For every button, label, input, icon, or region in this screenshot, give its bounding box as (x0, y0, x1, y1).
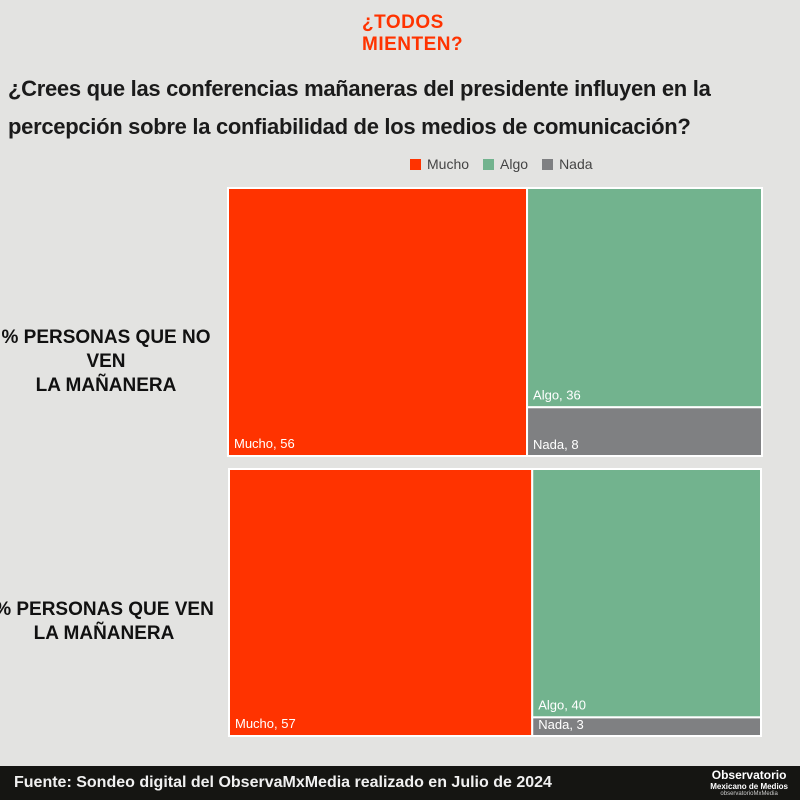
legend-swatch-mucho (410, 158, 421, 170)
row-label-no-ven-line-2: LA MAÑANERA (35, 375, 177, 396)
legend-label-nada: Nada (559, 156, 593, 172)
legend-item-nada[interactable]: Nada (542, 156, 593, 172)
footer-bar: Fuente: Sondeo digital del ObservaMxMedi… (0, 766, 800, 800)
row-label-no-ven-line-1: % PERSONAS QUE NO VEN (1, 327, 211, 372)
row-label-no-ven: % PERSONAS QUE NO VEN LA MAÑANERA (0, 326, 216, 398)
chart-question: ¿Crees que las conferencias mañaneras de… (8, 76, 711, 139)
legend-swatch-algo (483, 158, 495, 170)
row-label-ven-line-2: LA MAÑANERA (33, 623, 175, 644)
logo-sub: Mexicano de Medios (710, 782, 788, 791)
row-label-ven-line-1: % PERSONAS QUE VEN (0, 599, 214, 620)
legend-swatch-nada (542, 158, 554, 170)
group-1-nada-label: Nada, 8 (533, 437, 579, 452)
group-2-algo-label: Algo, 40 (538, 697, 586, 712)
group-1-algo-cell[interactable] (526, 187, 763, 409)
group-1-mucho-label: Mucho, 56 (234, 436, 295, 451)
logo-url: observatorioMxMedia (720, 791, 778, 797)
observatorio-logo: Observatorio Mexicano de Medios observat… (710, 769, 788, 798)
legend-item-mucho[interactable]: Mucho (410, 156, 469, 172)
group-2-algo-cell[interactable] (531, 468, 762, 719)
legend-item-algo[interactable]: Algo (483, 156, 528, 172)
row-label-ven: % PERSONAS QUE VEN LA MAÑANERA (0, 598, 214, 646)
brand-line-2: MIENTEN? (362, 34, 464, 55)
group-1-nada-cell[interactable] (526, 406, 763, 458)
brand-line-1: ¿TODOS (362, 12, 444, 33)
group-2-mucho-label: Mucho, 57 (235, 716, 296, 731)
logo-main: Observatorio (711, 768, 787, 782)
brand-title: ¿TODOS MIENTEN? (362, 12, 463, 56)
group-1-algo-label: Algo, 36 (533, 387, 581, 402)
footer-source: Fuente: Sondeo digital del ObservaMxMedi… (14, 774, 552, 791)
group-2-mucho-cell[interactable] (228, 468, 534, 737)
group-2-nada-cell[interactable] (531, 716, 762, 737)
group-1-mucho-cell[interactable] (227, 187, 529, 457)
legend: Mucho Algo Nada (410, 156, 593, 172)
group-2-nada-label: Nada, 3 (538, 717, 584, 732)
legend-label-mucho: Mucho (427, 156, 470, 172)
legend-label-algo: Algo (500, 156, 529, 172)
